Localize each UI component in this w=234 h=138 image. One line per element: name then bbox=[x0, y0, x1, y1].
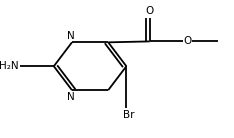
Text: Br: Br bbox=[123, 110, 135, 120]
Text: O: O bbox=[184, 36, 192, 46]
Text: N: N bbox=[67, 91, 75, 102]
Text: N: N bbox=[67, 31, 75, 41]
Text: O: O bbox=[146, 6, 154, 16]
Text: H₂N: H₂N bbox=[0, 61, 19, 71]
